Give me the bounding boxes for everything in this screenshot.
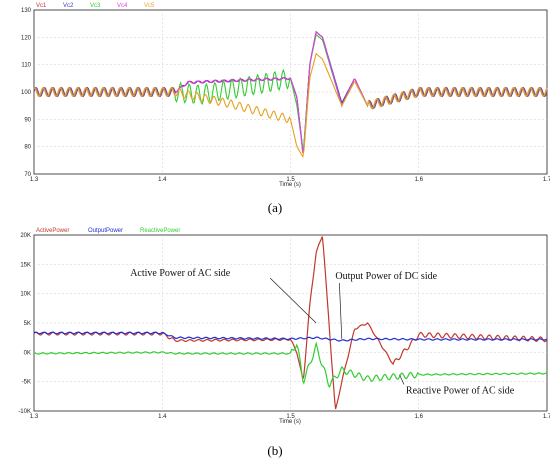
chart-a-y-tick-label: 130 [21, 8, 32, 14]
chart-a-x-tick-label: 1.5 [286, 177, 295, 183]
chart-a-legend-vc4: Vc4 [117, 3, 128, 9]
chart-b-y-tick-label: 0K [24, 350, 31, 356]
chart-a-y-tick-label: 100 [21, 90, 32, 96]
chart-a-y-tick-label: 120 [21, 35, 32, 41]
chart-b-x-tick-label: 1.4 [158, 414, 167, 420]
chart-b-x-tick-label: 1.5 [286, 414, 295, 420]
chart-a-legend-vc5: Vc5 [144, 3, 155, 9]
chart-a-legend-vc2: Vc2 [63, 3, 74, 9]
chart-a-legend-vc1: Vc1 [36, 3, 47, 9]
chart-b-x-tick-label: 1.7 [543, 414, 550, 420]
chart-b-y-tick-label: 5K [24, 321, 31, 327]
chart-b-annotation-2: Output Power of DC side [335, 271, 437, 282]
chart-b-annotation-leader-1 [269, 277, 317, 324]
chart-b-x-ticks: 1.3 1.4 1.5 1.6 1.7 [30, 414, 550, 420]
chart-b-caption: (b) [267, 443, 282, 458]
chart-a-x-label: Time (s) [279, 182, 301, 188]
chart-b-y-ticks: -10K -5K 0K 5K 10K 15K 20K [18, 233, 31, 415]
chart-a-legend-vc3: Vc3 [90, 3, 101, 9]
chart-a-y-ticks: 70 80 90 100 110 120 130 [21, 8, 32, 178]
chart-b-legend-reactivepower: ReactivePower [140, 228, 180, 234]
chart-a-x-tick-label: 1.3 [30, 177, 39, 183]
chart-a-x-ticks: 1.3 1.4 1.5 1.6 1.7 [30, 177, 550, 183]
chart-b-lines [33, 236, 548, 410]
chart-b-x-tick-label: 1.3 [30, 414, 39, 420]
chart-b-series-activepower [33, 236, 548, 410]
chart-a-y-tick-label: 90 [24, 117, 31, 123]
chart-a-legend: Vc1 Vc2 Vc3 Vc4 Vc5 [36, 3, 155, 9]
chart-b-series-outputpower [33, 331, 548, 342]
chart-a-y-tick-label: 110 [21, 63, 31, 69]
chart-b-y-tick-label: 15K [20, 262, 31, 268]
chart-b-y-tick-label: 20K [20, 233, 31, 239]
chart-a-x-tick-label: 1.4 [158, 177, 167, 183]
chart-b-x-tick-label: 1.6 [415, 414, 424, 420]
chart-a-caption: (a) [268, 200, 282, 215]
chart-b-annotation-leader-2 [339, 282, 343, 339]
chart-b-y-tick-label: 10K [20, 292, 31, 298]
chart-b-annotation-1: Active Power of AC side [130, 268, 231, 279]
chart-b-x-label: Time (s) [279, 419, 301, 425]
chart-b-series-reactivepower [33, 341, 548, 389]
chart-a-x-tick-label: 1.6 [415, 177, 424, 183]
chart-b-y-tick-label: -10K [18, 409, 31, 415]
chart-b-annotation-3: Reactive Power of AC side [406, 385, 515, 396]
chart-b-legend-activepower: ActivePower [36, 228, 69, 234]
chart-b-annotation-leader-3 [399, 374, 405, 385]
chart-b-legend: ActivePower OutputPower ReactivePower [36, 228, 180, 234]
chart-a-x-tick-label: 1.7 [543, 177, 550, 183]
chart-b: -10K -5K 0K 5K 10K 15K 20K 1.3 1.4 1.5 1.6 1.7 Act… [18, 228, 550, 458]
chart-a-y-tick-label: 80 [24, 145, 31, 151]
chart-b-y-tick-label: -5K [22, 380, 31, 386]
chart-a-lines [33, 30, 548, 159]
chart-b-annotations: Active Power of AC side Output Power of D… [130, 268, 515, 396]
chart-a-series-vc5 [34, 52, 548, 159]
chart-b-legend-outputpower: OutputPower [88, 228, 123, 234]
chart-a-y-tick-label: 70 [24, 172, 31, 178]
